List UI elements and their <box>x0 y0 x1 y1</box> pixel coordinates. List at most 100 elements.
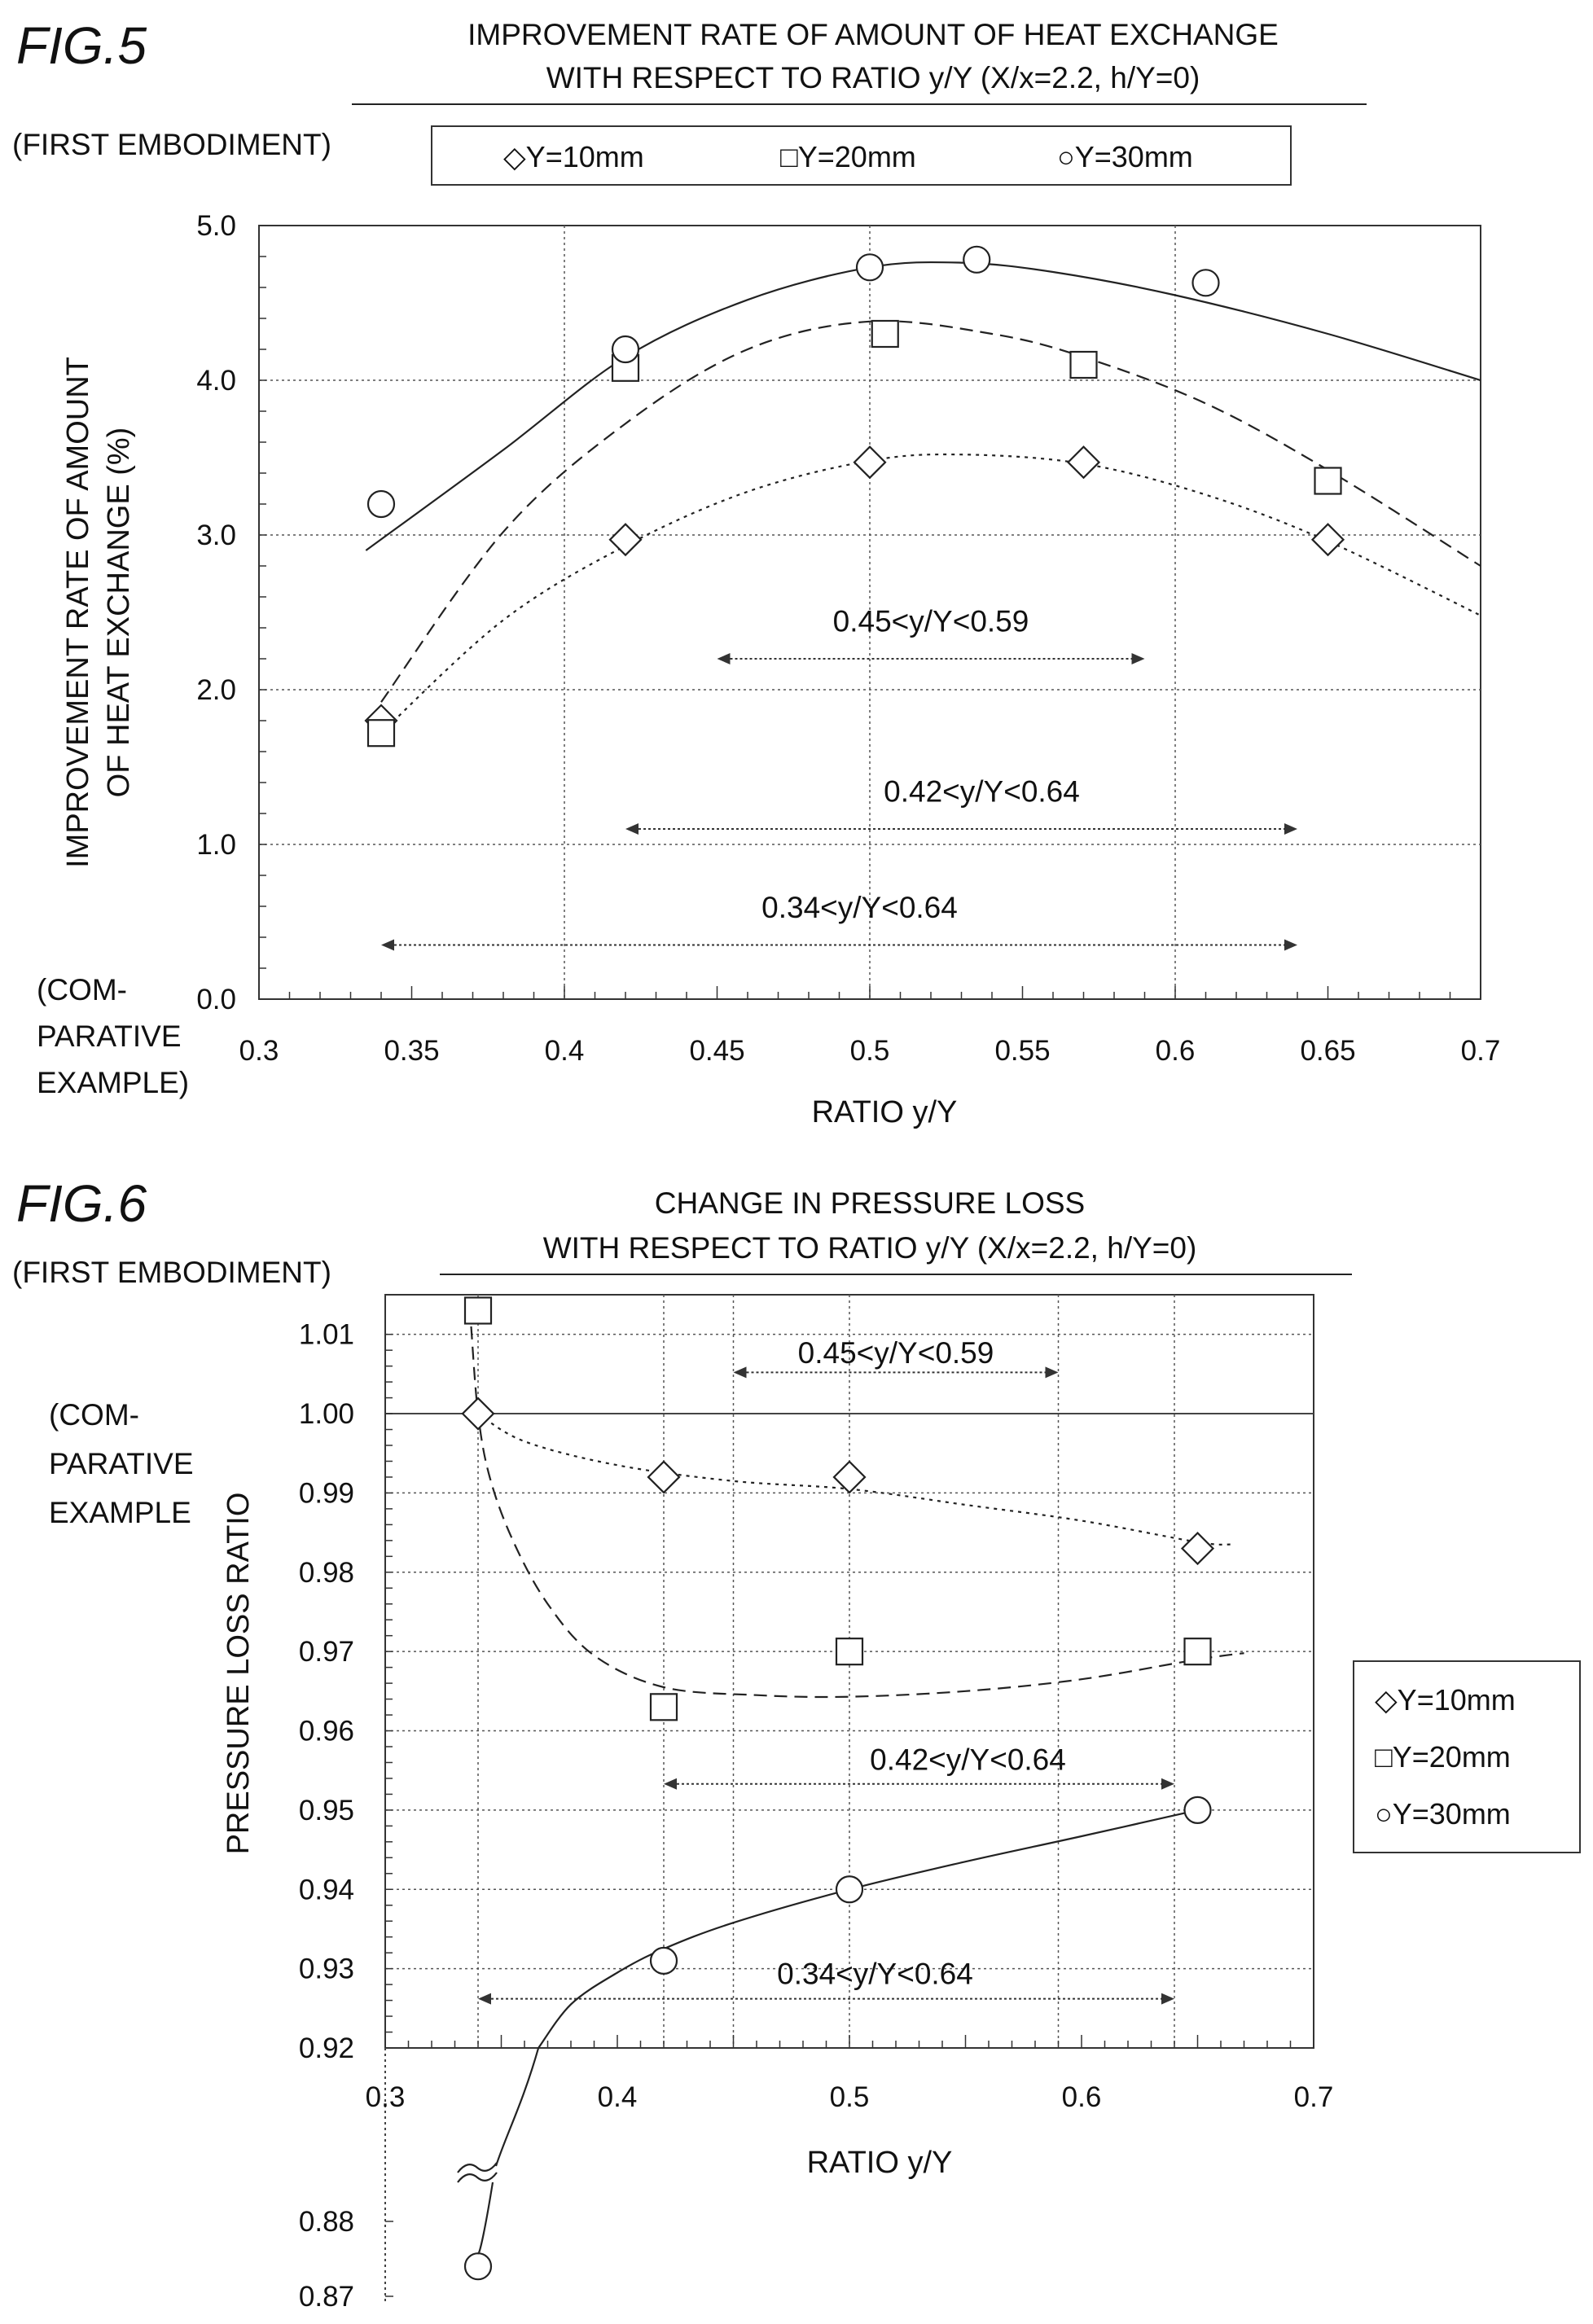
fig5-square-marker <box>1314 467 1342 495</box>
fig6-embodiment: (FIRST EMBODIMENT) <box>12 1256 331 1289</box>
fig5-title-line2: WITH RESPECT TO RATIO y/Y (X/x=2.2, h/Y=… <box>546 61 1200 94</box>
fig5-x-tick: 0.7 <box>1461 1035 1501 1067</box>
fig5-circle-marker <box>1191 269 1220 297</box>
fig5-circle-marker <box>366 489 396 519</box>
fig6-comparative-line3: EXAMPLE <box>49 1496 191 1529</box>
fig6-break-symbol-top <box>457 2162 498 2173</box>
fig6-y-tick: 0.98 <box>299 1557 354 1589</box>
fig5-range-arrow-arrowhead-left <box>717 653 731 664</box>
fig5-y-tick: 0.0 <box>196 984 236 1015</box>
fig6-range-label: 0.42<y/Y<0.64 <box>870 1743 1066 1777</box>
fig5-minor-ticks <box>258 225 1481 1000</box>
fig6-title-line2: WITH RESPECT TO RATIO y/Y (X/x=2.2, h/Y=… <box>543 1231 1197 1265</box>
fig6-square-marker <box>835 1638 864 1666</box>
fig5-x-tick: 0.45 <box>689 1035 744 1067</box>
fig5-curve-square <box>380 320 1481 703</box>
fig6-markers <box>461 1296 1215 2281</box>
fig6-comparative-line1: (COM- <box>49 1398 139 1432</box>
fig6-x-tick: 0.7 <box>1294 2081 1334 2113</box>
fig5-curve-diamond <box>380 453 1481 734</box>
fig5-square-marker <box>871 319 899 349</box>
fig5-range-arrow-arrowhead-left <box>381 939 394 951</box>
fig6-y-tick: 0.92 <box>299 2032 354 2064</box>
fig6-range-arrow-arrowhead-right <box>1161 1778 1174 1790</box>
fig6: FIG.6 CHANGE IN PRESSURE LOSS WITH RESPE… <box>12 1174 1581 2313</box>
fig5-legend-y20: □Y=20mm <box>780 140 916 173</box>
fig6-legend-y20: □Y=20mm <box>1375 1740 1511 1774</box>
fig6-diamond-marker <box>647 1460 681 1494</box>
fig5-embodiment: (FIRST EMBODIMENT) <box>12 128 331 161</box>
fig5-diamond-marker <box>1310 523 1345 557</box>
fig5-title-line1: IMPROVEMENT RATE OF AMOUNT OF HEAT EXCHA… <box>467 18 1279 51</box>
fig5-range-annotations <box>381 653 1297 951</box>
fig6-circle-marker <box>835 1875 864 1904</box>
fig5: FIG.5 IMPROVEMENT RATE OF AMOUNT OF HEAT… <box>12 16 1500 1129</box>
fig5-y-ticks: 0.0 1.0 2.0 3.0 4.0 5.0 <box>196 210 236 1015</box>
fig6-circle-marker <box>1183 1796 1212 1824</box>
fig5-circle-marker <box>963 245 991 274</box>
fig6-title-line1: CHANGE IN PRESSURE LOSS <box>655 1186 1085 1220</box>
fig6-range-arrow-arrowhead-right <box>1161 1993 1174 2005</box>
fig6-legend-y10: ◇Y=10mm <box>1375 1683 1516 1717</box>
fig5-legend-box <box>431 125 1292 186</box>
fig6-square-marker <box>1183 1638 1212 1666</box>
fig6-curve-square <box>470 1326 1244 1699</box>
fig5-comparative-line2: PARATIVE <box>37 1019 182 1053</box>
fig6-diamond-marker <box>461 1397 495 1431</box>
fig6-y-tick-extended: 0.88 <box>299 2206 354 2238</box>
fig5-diamond-marker <box>1066 445 1101 480</box>
fig6-y-tick: 0.96 <box>299 1716 354 1747</box>
fig5-curve-circle <box>365 261 1481 551</box>
fig6-y-tick: 1.00 <box>299 1398 354 1430</box>
fig6-y-tick: 0.94 <box>299 1874 354 1905</box>
fig6-xlabel: RATIO y/Y <box>807 2146 953 2180</box>
fig6-range-annotations <box>478 1366 1174 2005</box>
fig5-legend-y10: ◇Y=10mm <box>503 140 644 173</box>
fig6-label: FIG.6 <box>16 1174 147 1233</box>
fig5-range-label: 0.34<y/Y<0.64 <box>761 891 958 924</box>
fig5-x-tick: 0.6 <box>1156 1035 1196 1067</box>
fig6-y-tick: 0.97 <box>299 1636 354 1668</box>
fig5-x-tick: 0.5 <box>850 1035 890 1067</box>
fig6-diamond-marker <box>832 1460 867 1494</box>
fig5-ylabel-line2: OF HEAT EXCHANGE (%) <box>102 428 136 798</box>
fig5-plot <box>258 225 1481 1000</box>
fig6-plot <box>384 1294 1314 2303</box>
fig5-legend-y30: ○Y=30mm <box>1057 140 1193 173</box>
fig6-legend-y30: ○Y=30mm <box>1375 1797 1511 1831</box>
fig6-curve-break-lower <box>476 2181 494 2255</box>
fig5-range-labels: 0.45<y/Y<0.59 0.42<y/Y<0.64 0.34<y/Y<0.6… <box>761 605 1080 925</box>
fig5-label: FIG.5 <box>16 16 147 75</box>
fig6-x-tick: 0.4 <box>598 2081 638 2113</box>
fig5-x-tick: 0.35 <box>384 1035 439 1067</box>
fig6-grid <box>385 1295 1314 2048</box>
fig6-diamond-marker <box>1180 1532 1215 1566</box>
fig6-range-label: 0.34<y/Y<0.64 <box>777 1958 973 1991</box>
fig5-circle-marker <box>855 253 884 282</box>
fig6-x-ticks: 0.3 0.4 0.5 0.6 0.7 <box>366 2081 1334 2113</box>
fig6-y-tick: 0.93 <box>299 1953 354 1985</box>
fig5-x-ticks: 0.3 0.35 0.4 0.45 0.5 0.55 0.6 0.65 0.7 <box>239 1035 1501 1067</box>
fig5-diamond-marker <box>853 445 887 480</box>
fig5-comparative-line3: EXAMPLE) <box>37 1066 189 1099</box>
fig5-range-arrow-arrowhead-right <box>1131 653 1145 664</box>
fig6-y-ticks: 0.92 0.93 0.94 0.95 0.96 0.97 0.98 0.99 … <box>299 1319 354 2313</box>
fig6-circle-marker-comparative <box>463 2252 493 2281</box>
fig6-curve-circle <box>538 1809 1198 2049</box>
fig5-y-tick: 1.0 <box>196 829 236 861</box>
fig6-curves <box>470 1326 1244 2049</box>
fig5-circle-marker <box>611 335 640 364</box>
fig5-y-tick: 2.0 <box>196 674 236 706</box>
fig6-square-marker <box>649 1693 678 1721</box>
fig6-range-arrow-arrowhead-left <box>478 1993 491 2005</box>
fig6-y-tick: 0.99 <box>299 1477 354 1509</box>
fig5-square-marker <box>366 719 396 748</box>
fig5-x-tick: 0.4 <box>545 1035 585 1067</box>
fig5-range-arrow-arrowhead-right <box>1284 939 1297 951</box>
fig6-y-tick: 1.01 <box>299 1319 354 1351</box>
fig5-square-marker <box>1069 350 1098 379</box>
fig5-y-tick: 5.0 <box>196 210 236 242</box>
fig5-range-label: 0.45<y/Y<0.59 <box>833 605 1029 638</box>
fig6-minor-ticks <box>384 1333 1314 2049</box>
